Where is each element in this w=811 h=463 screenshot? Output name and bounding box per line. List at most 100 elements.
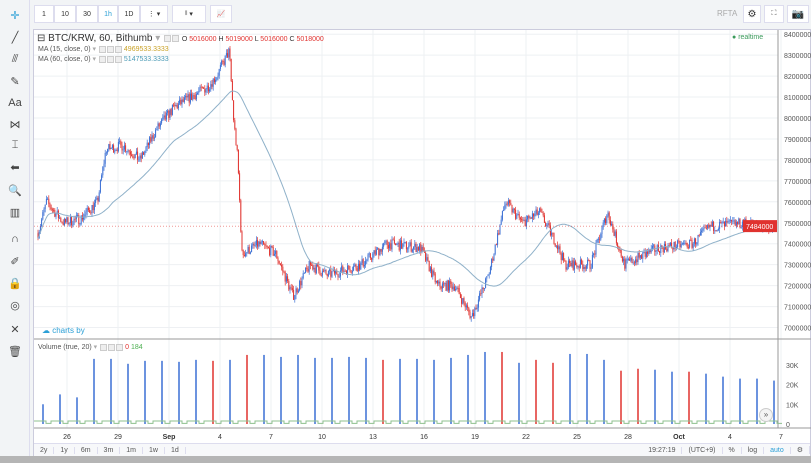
- candle-body: [279, 263, 281, 265]
- chart-pane[interactable]: 8400000 8300000 8200000 8100000 8000000 79000…: [33, 29, 811, 456]
- candle-body: [527, 215, 529, 220]
- candle-body: [519, 217, 521, 220]
- range-2y-button[interactable]: 2y: [34, 446, 55, 454]
- chart-type-dropdown[interactable]: ⧚ ▾: [172, 5, 206, 23]
- chart-canvas[interactable]: 8400000 8300000 8200000 8100000 8000000 79000…: [34, 30, 811, 444]
- remove-tools-tool[interactable]: ✕: [4, 320, 26, 338]
- fib-tool[interactable]: ⫻: [4, 50, 26, 68]
- arrow-left-tool[interactable]: ⬅: [4, 158, 26, 176]
- percent-toggle[interactable]: %: [723, 446, 742, 454]
- zoom-tool[interactable]: 🔍: [4, 181, 26, 199]
- magnet-tool[interactable]: ∩: [4, 230, 26, 248]
- candle-body: [602, 222, 604, 228]
- candle-body: [216, 77, 218, 80]
- candle-body: [233, 100, 235, 121]
- ma15-legend[interactable]: MA (15, close, 0) ▾ 4969533.3333: [38, 45, 169, 53]
- log-toggle[interactable]: log: [742, 446, 765, 454]
- candle-body: [482, 287, 484, 290]
- candle-body: [437, 280, 439, 284]
- candle-body: [469, 311, 471, 318]
- candle-body: [714, 230, 716, 232]
- candle-body: [309, 260, 311, 266]
- candle-body: [225, 53, 227, 56]
- candle-body: [481, 287, 483, 294]
- charts-by-link[interactable]: ☁ charts by: [42, 326, 85, 335]
- candle-body: [596, 239, 598, 243]
- candle-body: [260, 241, 262, 244]
- candle-body: [489, 267, 491, 274]
- candle-body: [699, 232, 701, 236]
- measure-tool[interactable]: ▥: [4, 203, 26, 221]
- candle-body: [405, 242, 407, 250]
- timezone-label[interactable]: (UTC+9): [682, 446, 723, 454]
- auto-toggle[interactable]: auto: [764, 446, 791, 454]
- candle-body: [53, 209, 55, 211]
- axis-settings-icon[interactable]: ⚙: [791, 446, 810, 454]
- ma60-legend[interactable]: MA (60, close, 0) ▾ 5147533.3333: [38, 55, 169, 63]
- text-icon: Aa: [8, 97, 22, 109]
- prediction-tool[interactable]: ⌶: [4, 136, 26, 154]
- price-tick-label: 7600000: [784, 200, 811, 207]
- candle-body: [211, 84, 213, 87]
- interval-1h-button[interactable]: 1h: [98, 5, 118, 23]
- candle-body: [399, 240, 401, 251]
- range-6m-button[interactable]: 6m: [75, 446, 98, 454]
- candle-body: [564, 260, 566, 262]
- trend-line-tool[interactable]: ╱: [4, 28, 26, 46]
- range-3m-button[interactable]: 3m: [98, 446, 121, 454]
- interval-1d-button[interactable]: 1D: [118, 5, 140, 23]
- indicators-button[interactable]: 📈: [210, 5, 232, 23]
- candle-body: [439, 281, 441, 287]
- volume-tick-label: 20K: [786, 383, 799, 390]
- candle-body: [710, 224, 712, 227]
- candle-body: [240, 200, 242, 232]
- more-intervals-dropdown[interactable]: ⋮ ▾: [140, 5, 168, 23]
- text-tool[interactable]: Aa: [4, 94, 26, 112]
- volume-legend[interactable]: Volume (true, 20) ▾ 0 184: [38, 343, 143, 351]
- collapse-icon[interactable]: ⊟: [37, 33, 46, 44]
- candle-body: [326, 274, 328, 277]
- stay-drawing-tool[interactable]: ✐: [4, 252, 26, 270]
- interval-1-button[interactable]: 1: [34, 5, 54, 23]
- settings-button[interactable]: ⚙: [743, 5, 761, 23]
- candle-body: [187, 94, 189, 98]
- candle-body: [414, 243, 416, 247]
- range-1m-button[interactable]: 1m: [120, 446, 144, 454]
- candle-body: [674, 241, 676, 249]
- candle-body: [554, 243, 556, 247]
- screenshot-button[interactable]: 📷: [787, 5, 809, 23]
- brush-tool[interactable]: ✎: [4, 72, 26, 90]
- candle-body: [679, 240, 681, 248]
- candle-body: [314, 267, 316, 273]
- range-1d-button[interactable]: 1d: [165, 446, 186, 454]
- candle-body: [120, 141, 122, 145]
- candle-body: [566, 267, 568, 270]
- candle-body: [42, 212, 44, 220]
- trash-tool[interactable]: 🗑: [4, 342, 26, 360]
- scroll-to-realtime-button[interactable]: »: [759, 408, 773, 422]
- range-1w-button[interactable]: 1w: [143, 446, 165, 454]
- candle-body: [163, 115, 165, 118]
- candle-body: [480, 293, 482, 295]
- candle-body: [110, 147, 112, 150]
- candle-body: [135, 151, 137, 155]
- crosshair-tool[interactable]: ✛: [4, 6, 26, 24]
- candle-body: [324, 269, 326, 271]
- candle-body: [168, 110, 170, 118]
- interval-30-button[interactable]: 30: [76, 5, 98, 23]
- pattern-tool[interactable]: ⋈: [4, 115, 26, 133]
- candle-body: [71, 217, 73, 226]
- candle-body: [101, 175, 103, 180]
- candle-body: [729, 220, 731, 221]
- candle-body: [711, 221, 713, 227]
- fullscreen-icon: ⛶: [771, 10, 777, 17]
- interval-10-button[interactable]: 10: [54, 5, 76, 23]
- candle-body: [221, 61, 223, 66]
- candle-body: [247, 246, 249, 253]
- candle-body: [44, 204, 46, 209]
- candle-body: [207, 85, 209, 92]
- range-1y-button[interactable]: 1y: [54, 446, 75, 454]
- fullscreen-button[interactable]: ⛶: [764, 5, 784, 23]
- eye-tool[interactable]: ◎: [4, 296, 26, 314]
- lock-tool[interactable]: 🔒: [4, 274, 26, 292]
